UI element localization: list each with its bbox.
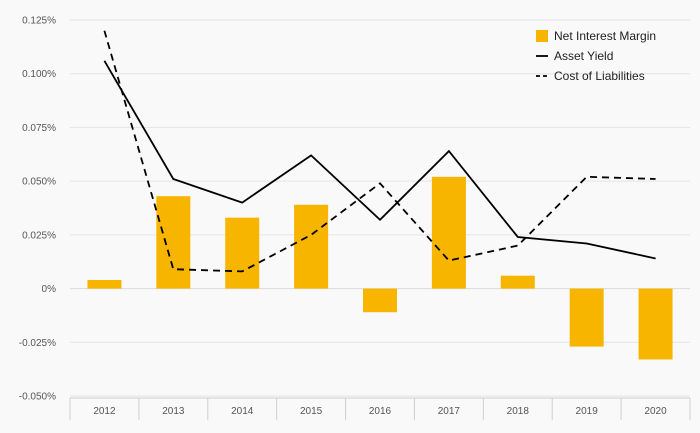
y-tick-label: 0.125%	[22, 16, 56, 27]
y-tick-label: 0.025%	[22, 230, 56, 241]
x-tick-label: 2014	[231, 406, 254, 417]
line-series	[103, 30, 656, 273]
bar-net-interest-margin	[87, 279, 122, 289]
bar-net-interest-margin	[156, 196, 191, 289]
y-tick-label: 0.100%	[22, 69, 56, 80]
legend: Net Interest Margin Asset Yield Cost of Li…	[536, 29, 656, 83]
y-tick-label: -0.025%	[19, 338, 56, 349]
x-tick-label: 2020	[644, 406, 667, 417]
x-tick-label: 2019	[576, 406, 599, 417]
bar-net-interest-margin	[500, 275, 535, 289]
x-tick-label: 2016	[369, 406, 392, 417]
x-tick-label: 2017	[438, 406, 461, 417]
line-asset-yield	[103, 60, 656, 260]
y-tick-label: 0%	[42, 284, 57, 295]
y-tick-label: 0.075%	[22, 123, 56, 134]
legend-label: Net Interest Margin	[554, 29, 656, 43]
bar-series	[87, 176, 673, 360]
y-tick-label: 0.050%	[22, 177, 56, 188]
line-cost-of-liabilities	[103, 30, 656, 273]
x-tick-label: 2012	[93, 406, 116, 417]
bar-net-interest-margin	[638, 288, 673, 360]
bar-net-interest-margin	[225, 217, 260, 289]
x-tick-label: 2018	[507, 406, 530, 417]
bar-net-interest-margin	[431, 176, 466, 289]
x-tick-label: 2013	[162, 406, 185, 417]
y-tick-label: -0.050%	[19, 392, 56, 403]
legend-label: Cost of Liabilities	[554, 69, 645, 83]
x-axis: 2012 2013 2014 2015 2016 2017 2018 2019 2020	[69, 397, 691, 420]
x-tick-label: 2015	[300, 406, 323, 417]
bar-net-interest-margin	[569, 288, 604, 347]
legend-label: Asset Yield	[554, 49, 613, 63]
y-axis-tick-labels: -0.050% -0.025% 0% 0.025% 0.050% 0.075% 0.100%…	[19, 16, 56, 403]
bar-net-interest-margin	[363, 288, 397, 313]
legend-swatch-bar	[536, 30, 548, 42]
bar-net-interest-margin	[294, 204, 329, 289]
